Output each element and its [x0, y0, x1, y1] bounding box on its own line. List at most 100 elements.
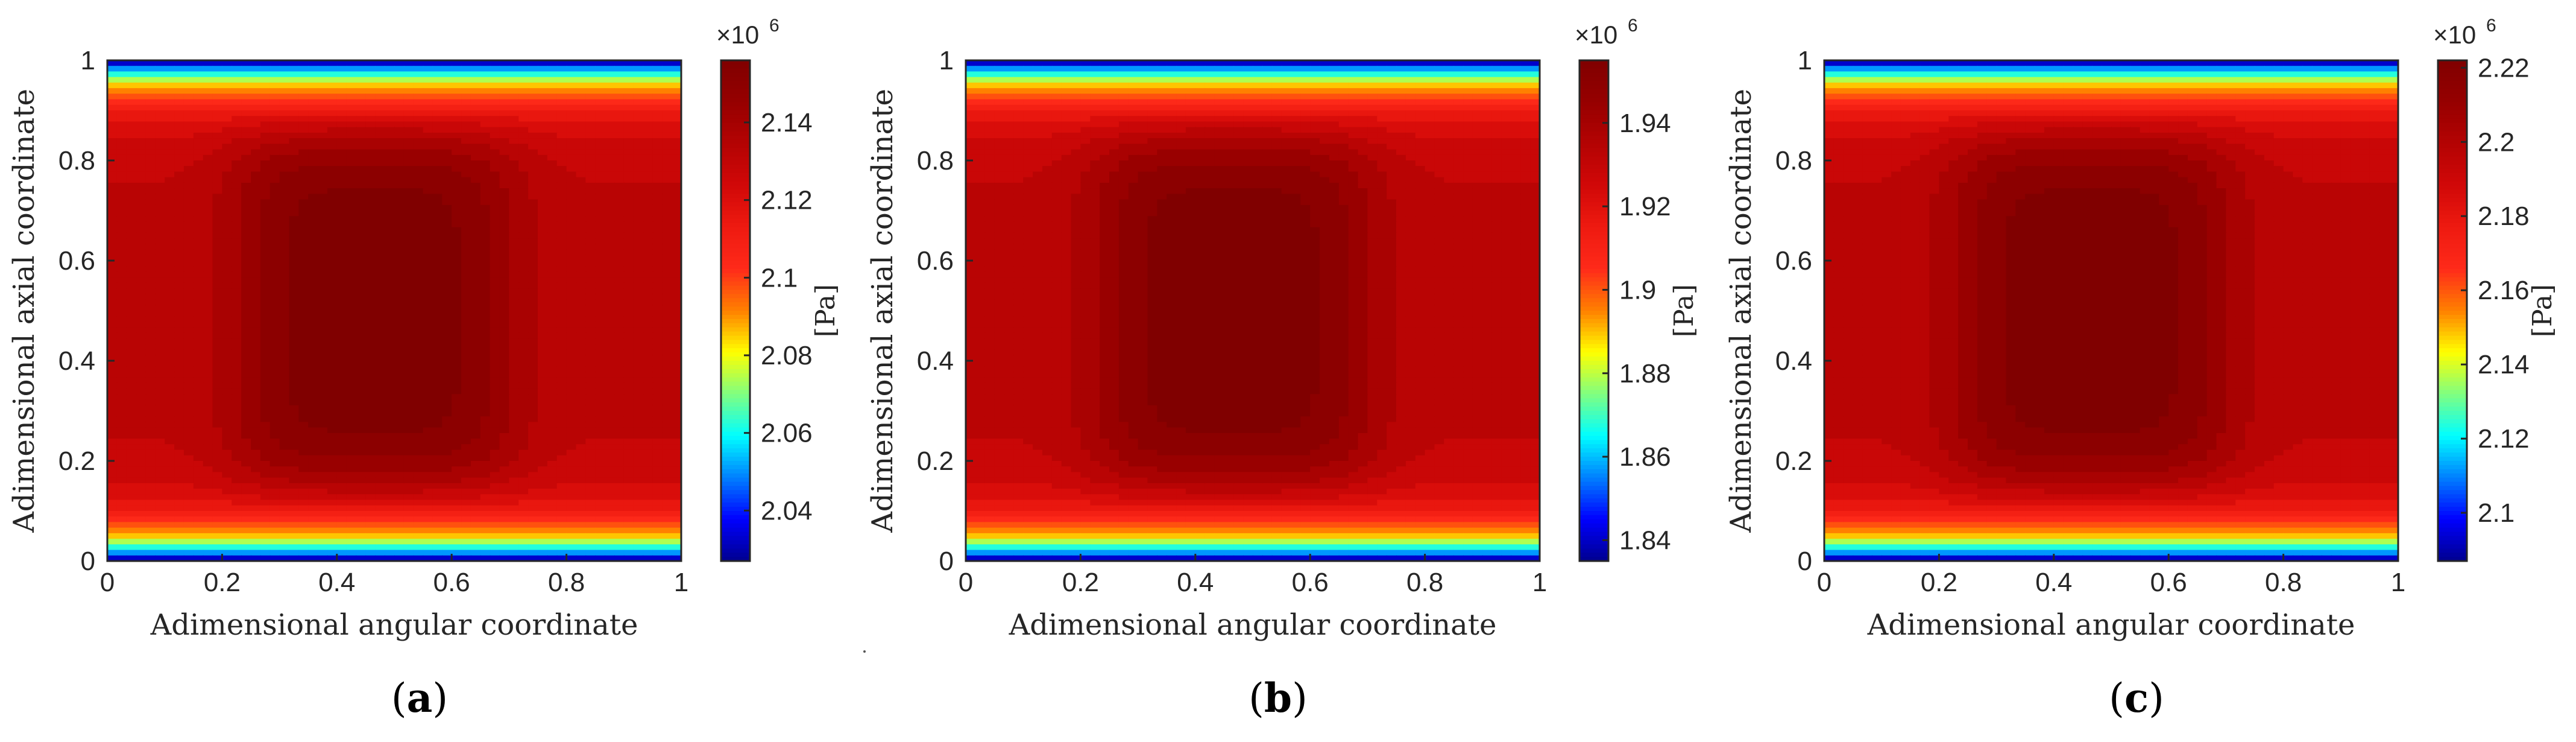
heatmap-cell: [556, 316, 567, 323]
heatmap-cell: [116, 499, 127, 506]
heatmap-cell: [652, 332, 663, 339]
heatmap-cell: [432, 311, 443, 317]
heatmap-cell: [576, 344, 587, 350]
heatmap-cell: [480, 394, 491, 401]
heatmap-cell: [633, 449, 644, 456]
heatmap-cell: [633, 388, 644, 395]
heatmap-cell: [452, 271, 462, 278]
heatmap-cell: [203, 332, 213, 339]
heatmap-cell: [356, 221, 367, 228]
heatmap-cell: [652, 116, 663, 122]
heatmap-cell: [499, 355, 510, 361]
heatmap-cell: [298, 489, 309, 495]
heatmap-cell: [403, 232, 414, 239]
heatmap-cell: [413, 311, 424, 317]
heatmap-cell: [413, 433, 424, 439]
heatmap-cell: [576, 444, 587, 451]
heatmap-cell: [432, 305, 443, 311]
heatmap-cell: [528, 221, 538, 228]
heatmap-cell: [394, 472, 405, 478]
heatmap-cell: [547, 188, 558, 195]
heatmap-cell: [260, 466, 271, 473]
heatmap-cell: [595, 355, 605, 361]
heatmap-cell: [423, 171, 433, 178]
heatmap-cell: [356, 388, 367, 395]
heatmap-cell: [413, 305, 424, 311]
heatmap-cell: [470, 205, 481, 211]
heatmap-cell: [518, 411, 529, 417]
heatmap-cell: [538, 444, 548, 451]
heatmap-cell: [241, 466, 251, 473]
heatmap-cell: [241, 349, 251, 356]
heatmap-cell: [490, 121, 500, 128]
heatmap-cell: [643, 316, 653, 323]
heatmap-cell: [308, 211, 318, 217]
heatmap-cell: [652, 199, 663, 206]
heatmap-cell: [672, 433, 682, 439]
heatmap-cell: [403, 149, 414, 156]
heatmap-cell: [605, 288, 615, 295]
heatmap-cell: [432, 461, 443, 468]
heatmap-cell: [165, 110, 175, 117]
heatmap-cell: [136, 439, 146, 445]
heatmap-cell: [452, 60, 462, 67]
heatmap-cell: [518, 227, 529, 233]
heatmap-cell: [308, 372, 318, 378]
heatmap-cell: [318, 261, 328, 267]
heatmap-cell: [470, 194, 481, 200]
heatmap-cell: [269, 94, 280, 100]
heatmap-cell: [643, 160, 653, 167]
heatmap-cell: [480, 99, 491, 106]
heatmap-cell: [509, 489, 520, 495]
heatmap-cell: [595, 160, 605, 167]
heatmap-cell: [145, 199, 156, 206]
heatmap-cell: [308, 355, 318, 361]
heatmap-cell: [509, 322, 520, 328]
heatmap-cell: [308, 288, 318, 295]
heatmap-cell: [470, 271, 481, 278]
heatmap-cell: [336, 427, 347, 434]
heatmap-cell: [126, 388, 137, 395]
heatmap-cell: [585, 349, 596, 356]
heatmap-cell: [318, 121, 328, 128]
heatmap-cell: [614, 127, 625, 133]
heatmap-cell: [107, 411, 118, 417]
heatmap-cell: [241, 505, 251, 512]
heatmap-cell: [365, 171, 376, 178]
heatmap-cell: [480, 244, 491, 250]
heatmap-cell: [547, 466, 558, 473]
heatmap-cell: [145, 232, 156, 239]
heatmap-cell: [385, 144, 395, 150]
heatmap-cell: [193, 77, 204, 83]
heatmap-cell: [327, 88, 338, 95]
heatmap-cell: [126, 238, 137, 245]
heatmap-cell: [136, 311, 146, 317]
heatmap-cell: [260, 449, 271, 456]
heatmap-cell: [538, 216, 548, 223]
heatmap-cell: [251, 338, 261, 345]
heatmap-cell: [375, 188, 385, 195]
heatmap-cell: [394, 311, 405, 317]
heatmap-cell: [547, 261, 558, 267]
heatmap-cell: [174, 227, 184, 233]
heatmap-cell: [251, 60, 261, 67]
heatmap-cell: [556, 82, 567, 89]
heatmap-cell: [107, 227, 118, 233]
heatmap-cell: [394, 261, 405, 267]
heatmap-cell: [203, 182, 213, 189]
heatmap-cell: [672, 355, 682, 361]
heatmap-cell: [289, 216, 300, 223]
heatmap-cell: [346, 116, 357, 122]
heatmap-cell: [585, 516, 596, 523]
heatmap-cell: [174, 433, 184, 439]
heatmap-cell: [145, 433, 156, 439]
heatmap-cell: [413, 199, 424, 206]
heatmap-cell: [490, 216, 500, 223]
heatmap-cell: [643, 166, 653, 173]
heatmap-cell: [203, 338, 213, 345]
heatmap-cell: [385, 472, 395, 478]
heatmap-cell: [614, 277, 625, 284]
heatmap-cell: [576, 377, 587, 384]
heatmap-cell: [413, 261, 424, 267]
heatmap-cell: [336, 261, 347, 267]
